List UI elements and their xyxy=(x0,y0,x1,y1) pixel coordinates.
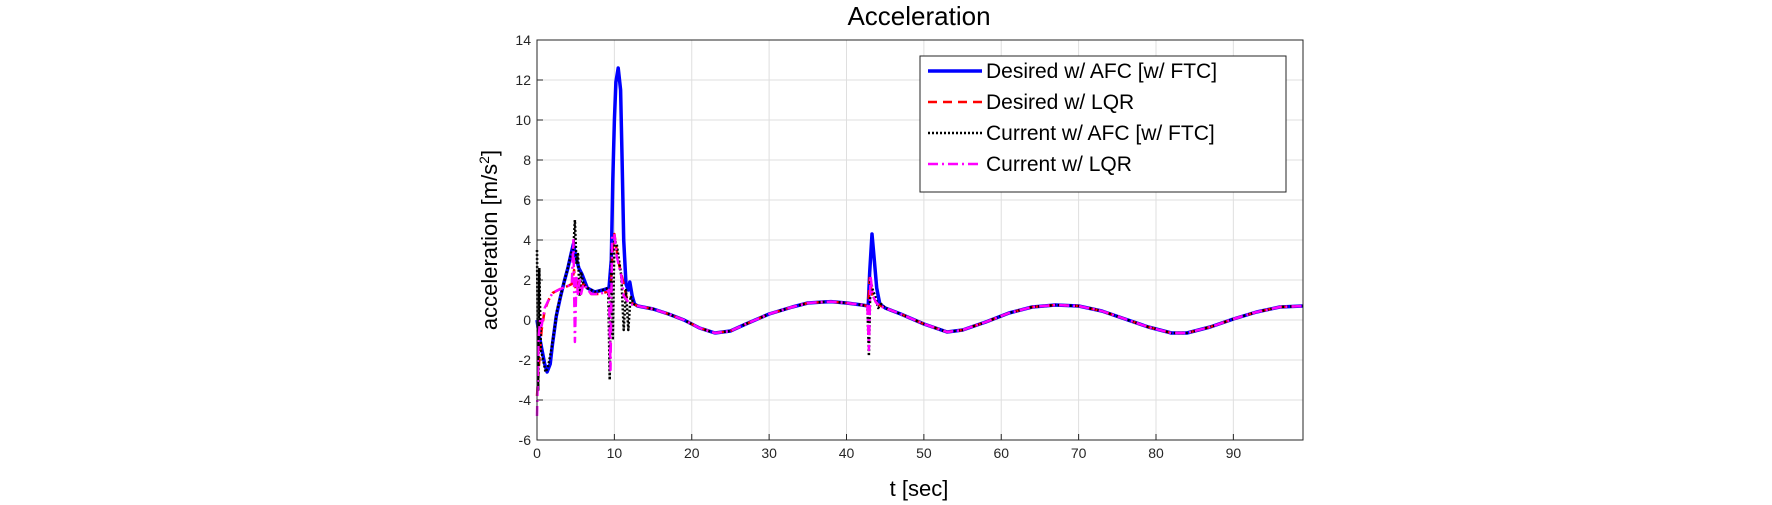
axes-box xyxy=(536,39,1304,441)
x-tick-label: 60 xyxy=(993,445,1009,461)
legend-label-3: Current w/ AFC [w/ FTC] xyxy=(986,122,1215,145)
series-line-3 xyxy=(535,218,1304,392)
x-tick-label: 90 xyxy=(1226,445,1242,461)
y-tick-label: 8 xyxy=(523,152,531,168)
legend-items: Desired w/ AFC [w/ FTC] Desired w/ LQR Cur… xyxy=(928,60,1217,176)
x-tick-labels: 0 10 20 30 40 50 60 70 80 90 xyxy=(533,445,1241,461)
y-axis-label-main: acceleration [m/s xyxy=(477,164,502,330)
y-tick-label: -4 xyxy=(519,392,532,408)
x-tick-label: 20 xyxy=(684,445,700,461)
x-tick-label: 0 xyxy=(533,445,541,461)
legend: Desired w/ AFC [w/ FTC] Desired w/ LQR Cur… xyxy=(919,55,1287,193)
y-tick-label: 6 xyxy=(523,192,531,208)
series-layer xyxy=(535,66,1304,417)
series-line-4 xyxy=(535,232,1304,417)
legend-box xyxy=(919,55,1287,193)
legend-label-1: Desired w/ AFC [w/ FTC] xyxy=(986,60,1217,83)
x-tick-label: 70 xyxy=(1071,445,1087,461)
y-axis-label-end: ] xyxy=(477,150,502,156)
y-tick-label: 4 xyxy=(523,232,531,248)
y-tick-label: -2 xyxy=(519,352,532,368)
x-axis-label: t [sec] xyxy=(890,476,949,501)
y-tick-label: 10 xyxy=(515,112,531,128)
y-tick-labels: -6 -4 -2 0 2 4 6 8 10 12 14 xyxy=(515,32,531,448)
x-tick-label: 30 xyxy=(761,445,777,461)
y-tick-label: 12 xyxy=(515,72,531,88)
y-tick-label: 14 xyxy=(515,32,531,48)
chart-title: Acceleration xyxy=(847,1,990,31)
x-tick-label: 40 xyxy=(839,445,855,461)
x-tick-label: 50 xyxy=(916,445,932,461)
x-tick-label: 80 xyxy=(1148,445,1164,461)
y-tick-label: 2 xyxy=(523,272,531,288)
legend-label-4: Current w/ LQR xyxy=(986,153,1132,176)
y-tick-label: -6 xyxy=(519,432,532,448)
legend-label-2: Desired w/ LQR xyxy=(986,91,1134,114)
y-axis-label: acceleration [m/s2] xyxy=(476,150,502,330)
y-tick-label: 0 xyxy=(523,312,531,328)
y-axis-label-superscript: 2 xyxy=(476,156,492,164)
x-tick-label: 10 xyxy=(607,445,623,461)
